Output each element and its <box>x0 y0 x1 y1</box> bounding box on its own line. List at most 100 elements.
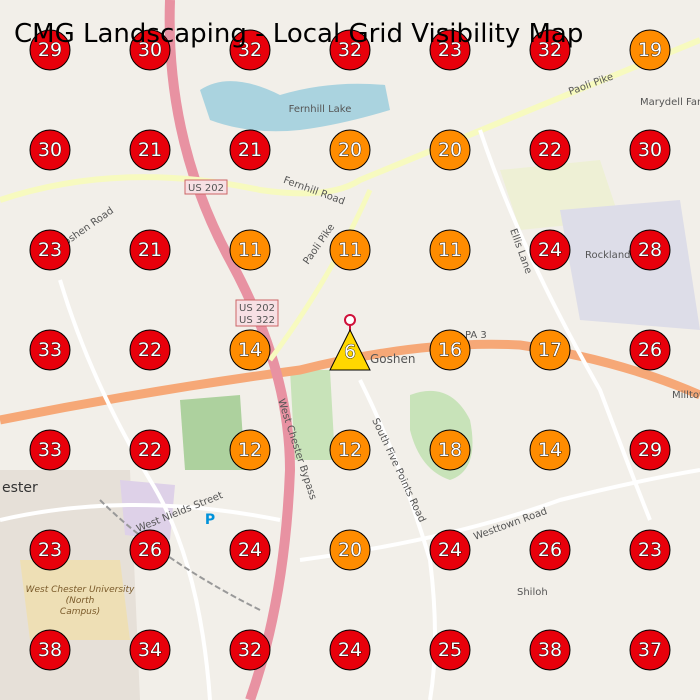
map-label: Campus) <box>60 607 100 617</box>
cell-value: 30 <box>38 139 62 161</box>
cell-value: 17 <box>538 339 562 361</box>
visibility-cell <box>229 229 271 271</box>
road <box>267 188 373 362</box>
visibility-cell <box>429 429 471 471</box>
visibility-cell <box>229 429 271 471</box>
visibility-cell <box>129 29 171 71</box>
visibility-cell <box>29 129 71 171</box>
cell-value: 19 <box>638 39 662 61</box>
school <box>120 480 175 540</box>
visibility-cell <box>429 129 471 171</box>
map-label: Rockland Village <box>585 250 667 261</box>
cell-value: 11 <box>438 239 462 261</box>
cell-value: 21 <box>238 139 262 161</box>
visibility-cell <box>429 629 471 671</box>
cell-value: 22 <box>138 339 162 361</box>
cell-value: 14 <box>238 339 262 361</box>
cell-value: 30 <box>638 139 662 161</box>
cell-value: 6 <box>344 341 356 363</box>
visibility-cell <box>529 229 571 271</box>
visibility-cell <box>629 529 671 571</box>
cell-value: 33 <box>38 339 62 361</box>
cell-value: 23 <box>438 39 462 61</box>
observer-pin <box>344 314 356 326</box>
cell-value: 37 <box>638 639 662 661</box>
cell-value: 24 <box>238 539 262 561</box>
cell-value: 20 <box>338 539 362 561</box>
visibility-cell <box>529 629 571 671</box>
road <box>58 279 212 700</box>
cell-value: 14 <box>538 439 562 461</box>
cell-value: 32 <box>538 39 562 61</box>
park <box>180 395 245 470</box>
cell-value: 34 <box>138 639 162 661</box>
visibility-cell <box>429 229 471 271</box>
map-label: Goshen <box>370 352 416 366</box>
map-label: Fernhill Lake <box>289 104 352 115</box>
visibility-cell <box>629 229 671 271</box>
cell-value: 29 <box>638 439 662 461</box>
visibility-cell <box>629 429 671 471</box>
visibility-cell <box>129 229 171 271</box>
visibility-cell <box>329 629 371 671</box>
cell-value: 33 <box>38 439 62 461</box>
cell-value: 32 <box>338 39 362 61</box>
map-label: US 202 <box>188 183 224 194</box>
cell-value: 24 <box>538 239 562 261</box>
visibility-cell <box>129 129 171 171</box>
visibility-cell <box>329 129 371 171</box>
cell-value: 28 <box>638 239 662 261</box>
cell-value: 26 <box>538 539 562 561</box>
map-label: PA 3 <box>465 330 487 341</box>
cell-value: 23 <box>38 239 62 261</box>
map-label: Marydell Farms <box>640 97 700 108</box>
map-label: West Chester University <box>26 585 135 595</box>
visibility-cell <box>29 229 71 271</box>
campus <box>20 560 130 640</box>
lake <box>200 81 390 132</box>
visibility-cell <box>329 429 371 471</box>
grid: 29 30 32 32 23 32 19 30 21 21 20 20 22 30 23 21 11 11 11 24… <box>29 29 671 671</box>
visibility-cell <box>629 29 671 71</box>
cell-value: 11 <box>338 239 362 261</box>
cell-value: 32 <box>238 39 262 61</box>
map-label: US 322 <box>239 315 275 326</box>
cell-value: 12 <box>238 439 262 461</box>
cell-value: 25 <box>438 639 462 661</box>
visibility-cell <box>29 529 71 571</box>
visibility-cell <box>529 429 571 471</box>
cell-value: 30 <box>138 39 162 61</box>
cell-value: 24 <box>338 639 362 661</box>
visibility-cell <box>329 29 371 71</box>
cell-value: 11 <box>238 239 262 261</box>
cell-value: 21 <box>138 239 162 261</box>
visibility-cell <box>629 129 671 171</box>
cell-value: 12 <box>338 439 362 461</box>
cell-value: 23 <box>38 539 62 561</box>
visibility-cell <box>629 329 671 371</box>
map-label: Shiloh <box>517 587 548 598</box>
visibility-cell <box>29 29 71 71</box>
visibility-cell <box>29 329 71 371</box>
visibility-cell <box>229 629 271 671</box>
road <box>0 37 700 203</box>
visibility-cell <box>629 629 671 671</box>
cell-value: 38 <box>38 639 62 661</box>
cell-value: 23 <box>638 539 662 561</box>
visibility-cell <box>329 529 371 571</box>
visibility-cell <box>29 629 71 671</box>
map-label: P <box>205 512 215 528</box>
visibility-cell <box>329 229 371 271</box>
map-title: CMG Landscaping - Local Grid Visibility … <box>14 19 583 49</box>
cell-value: 20 <box>338 139 362 161</box>
road <box>299 468 700 562</box>
road-pa3 <box>0 339 700 425</box>
road <box>0 503 281 522</box>
cell-value: 21 <box>138 139 162 161</box>
cell-value: 16 <box>438 339 462 361</box>
map-label: (North <box>66 596 95 606</box>
visibility-cell <box>529 129 571 171</box>
map-label: Milltown <box>672 390 700 401</box>
cell-value: 20 <box>438 139 462 161</box>
visibility-cell <box>429 329 471 371</box>
